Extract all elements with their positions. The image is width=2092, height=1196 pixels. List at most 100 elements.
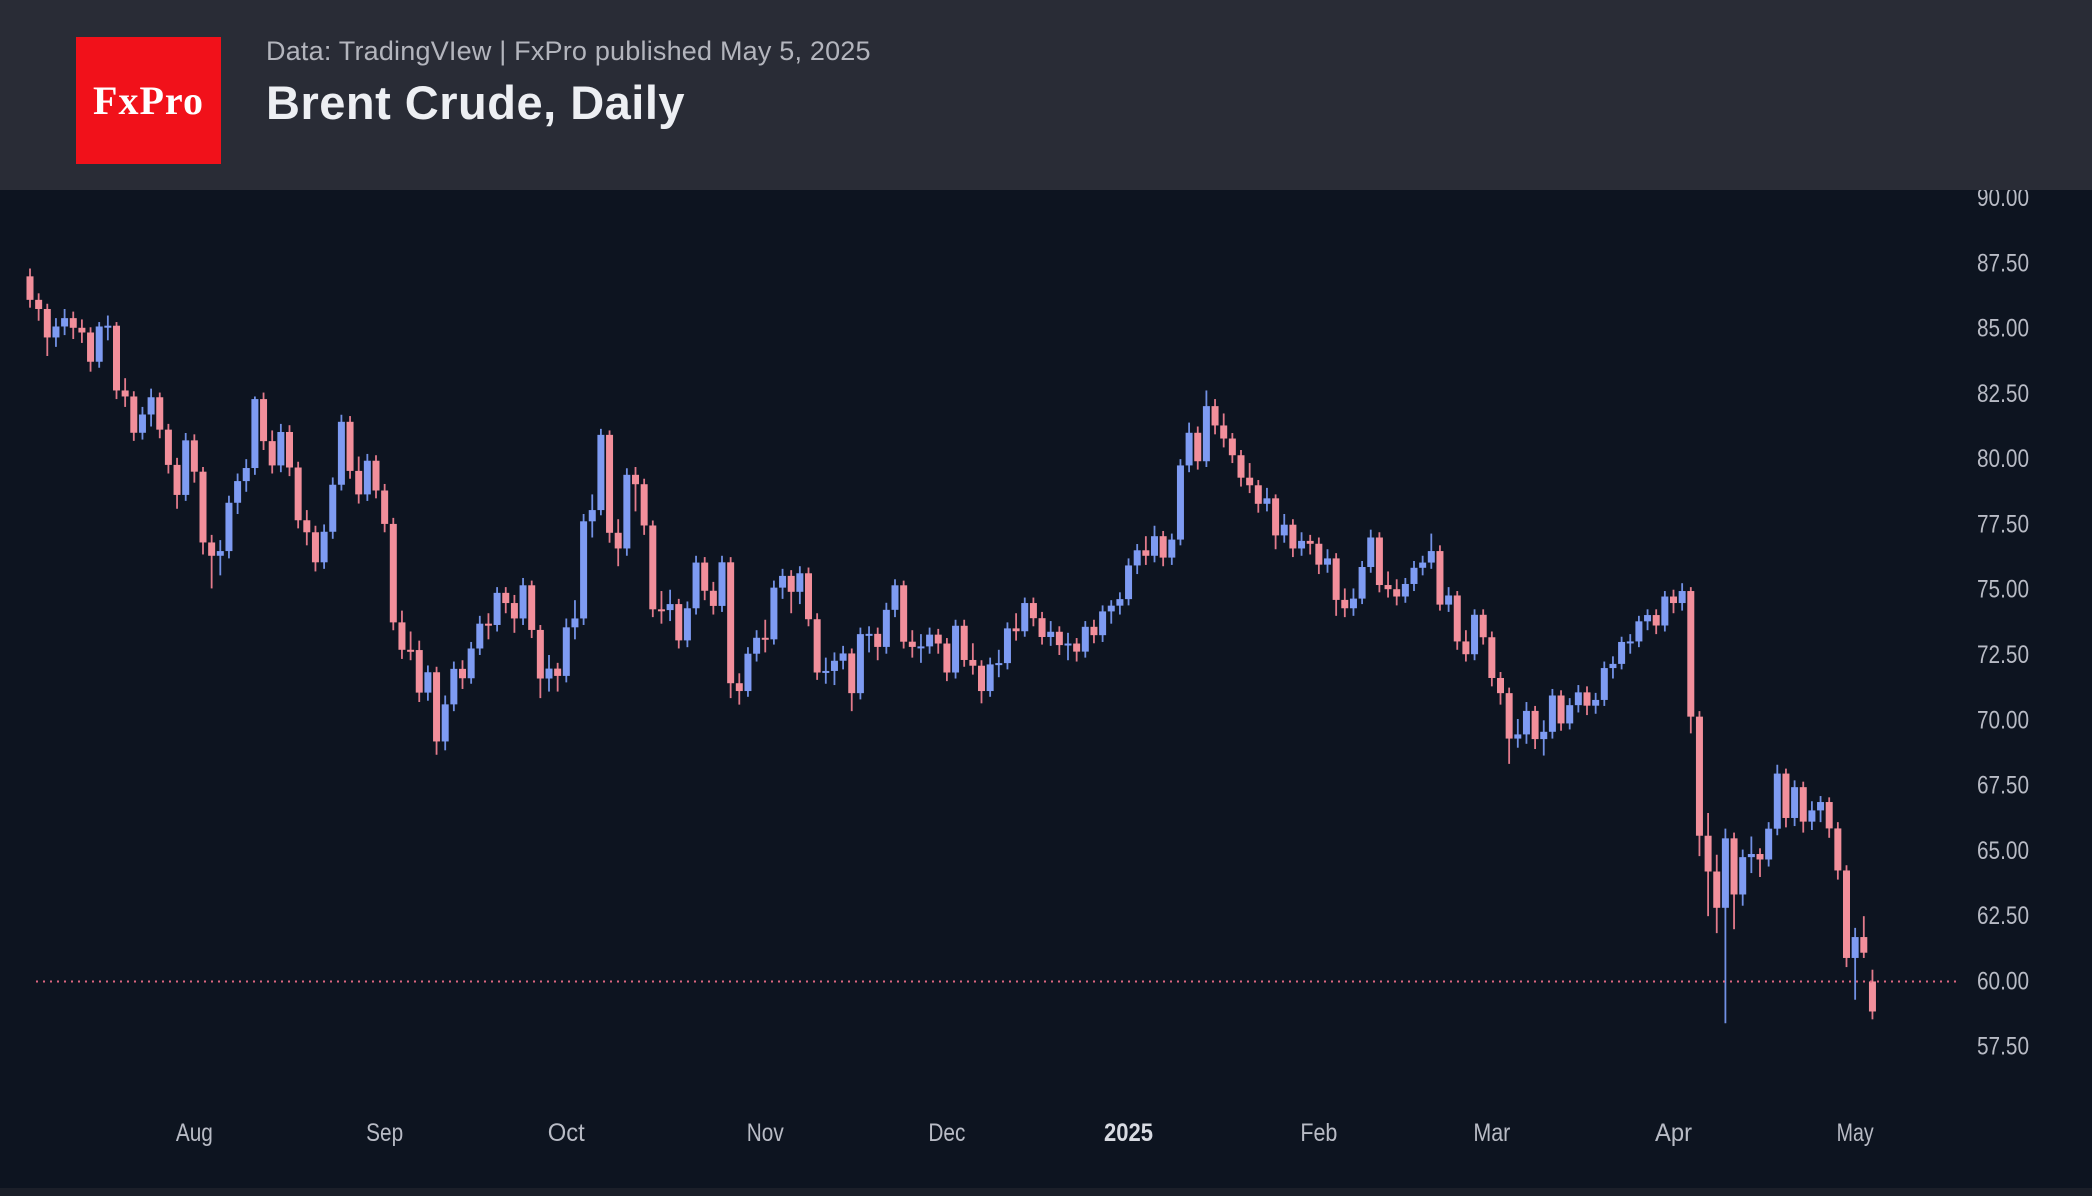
candle-down (1868, 981, 1876, 1012)
candle-down (26, 276, 34, 300)
candle-up (1116, 599, 1124, 606)
candle-down (398, 622, 406, 650)
candle-up (1471, 614, 1479, 655)
candle-down (1843, 870, 1850, 958)
y-axis-label: 82.50 (1977, 380, 2029, 408)
candle-down (813, 619, 821, 673)
candle-up (1600, 668, 1608, 700)
y-axis-label: 87.50 (1977, 249, 2029, 277)
candle-down (1557, 695, 1565, 724)
candle-down (1211, 406, 1219, 426)
candle-down (1782, 773, 1790, 818)
candle-down (640, 484, 648, 526)
y-axis-label: 62.50 (1977, 902, 2029, 930)
candle-down (346, 421, 354, 471)
candle-down (1834, 828, 1842, 871)
candle-down (1038, 618, 1046, 637)
candle-down (407, 649, 415, 652)
candle-up (779, 575, 787, 588)
candle-down (311, 532, 319, 563)
candle-down (978, 665, 985, 692)
candle-down (1713, 871, 1721, 908)
candle-down (805, 573, 812, 620)
candle-down (1341, 599, 1349, 609)
y-axis-label: 77.50 (1977, 510, 2029, 538)
candle-down (1012, 628, 1020, 632)
candle-up (1099, 611, 1107, 636)
candle-up (545, 668, 553, 679)
candle-up (588, 510, 596, 522)
candle-down (1090, 626, 1098, 636)
candle-up (1021, 603, 1029, 632)
candle-up (476, 623, 484, 649)
candle-up (718, 562, 726, 606)
page-title: Brent Crude, Daily (266, 76, 686, 129)
candle-up (1678, 591, 1686, 604)
candle-down (1756, 854, 1764, 860)
candle-up (1592, 699, 1600, 706)
candle-down (190, 440, 198, 472)
candle-up (926, 634, 934, 647)
candle-up (1635, 621, 1643, 642)
x-axis-label: Nov (747, 1119, 784, 1147)
candle-down (1695, 716, 1703, 836)
candle-down (900, 585, 908, 642)
candle-down (1237, 455, 1245, 478)
candle-down (484, 623, 492, 626)
candle-up (1349, 598, 1357, 609)
candle-down (735, 683, 743, 692)
x-axis-label: May (1837, 1119, 1874, 1147)
candle-up (95, 326, 103, 362)
candle-up (753, 637, 761, 654)
y-axis-label: 80.00 (1977, 445, 2029, 473)
candle-up (320, 531, 328, 563)
candle-up (597, 434, 605, 511)
candle-up (856, 634, 864, 694)
y-axis-label: 72.50 (1977, 641, 2029, 669)
candle-down (1315, 543, 1323, 565)
candle-up (104, 325, 112, 328)
candle-up (450, 668, 458, 705)
candle-down (1306, 540, 1314, 544)
candle-up (216, 551, 224, 556)
candle-up (1263, 498, 1271, 504)
y-axis-label: 57.50 (1977, 1033, 2029, 1061)
candle-down (1825, 802, 1833, 829)
candle-up (52, 326, 60, 338)
candle-up (182, 440, 190, 495)
candle-down (1704, 835, 1712, 872)
candle-down (960, 625, 968, 660)
candle-up (467, 648, 475, 679)
candle-up (1644, 615, 1652, 622)
candle-down (199, 471, 207, 543)
candle-down (78, 327, 86, 333)
candle-up (138, 414, 146, 433)
candle-down (1479, 614, 1487, 638)
candle-up (363, 460, 371, 495)
candle-up (1410, 567, 1418, 584)
candle-up (822, 670, 830, 673)
x-axis-label: Feb (1300, 1119, 1337, 1147)
candle-down (943, 643, 951, 673)
candle-down (121, 390, 129, 397)
x-axis-label: 2025 (1104, 1119, 1153, 1147)
candle-up (225, 502, 233, 552)
candle-up (1003, 628, 1011, 664)
candle-up (1765, 828, 1773, 860)
candle-down (389, 523, 397, 623)
candle-up (952, 625, 960, 673)
candle-up (796, 573, 804, 592)
candle-up (1367, 537, 1375, 568)
candle-down (657, 609, 665, 612)
y-axis-label: 65.00 (1977, 837, 2029, 865)
candle-up (1151, 536, 1158, 556)
candle-up (770, 587, 778, 640)
candle-down (1272, 498, 1280, 536)
x-axis-label: Apr (1655, 1119, 1692, 1147)
candle-up (1661, 596, 1669, 626)
candle-up (61, 318, 69, 327)
candle-up (580, 521, 588, 619)
source-line: Data: TradingVIew | FxPro published May … (266, 36, 871, 66)
candle-up (519, 585, 527, 619)
fxpro-logo-text: FxPro (93, 78, 204, 123)
